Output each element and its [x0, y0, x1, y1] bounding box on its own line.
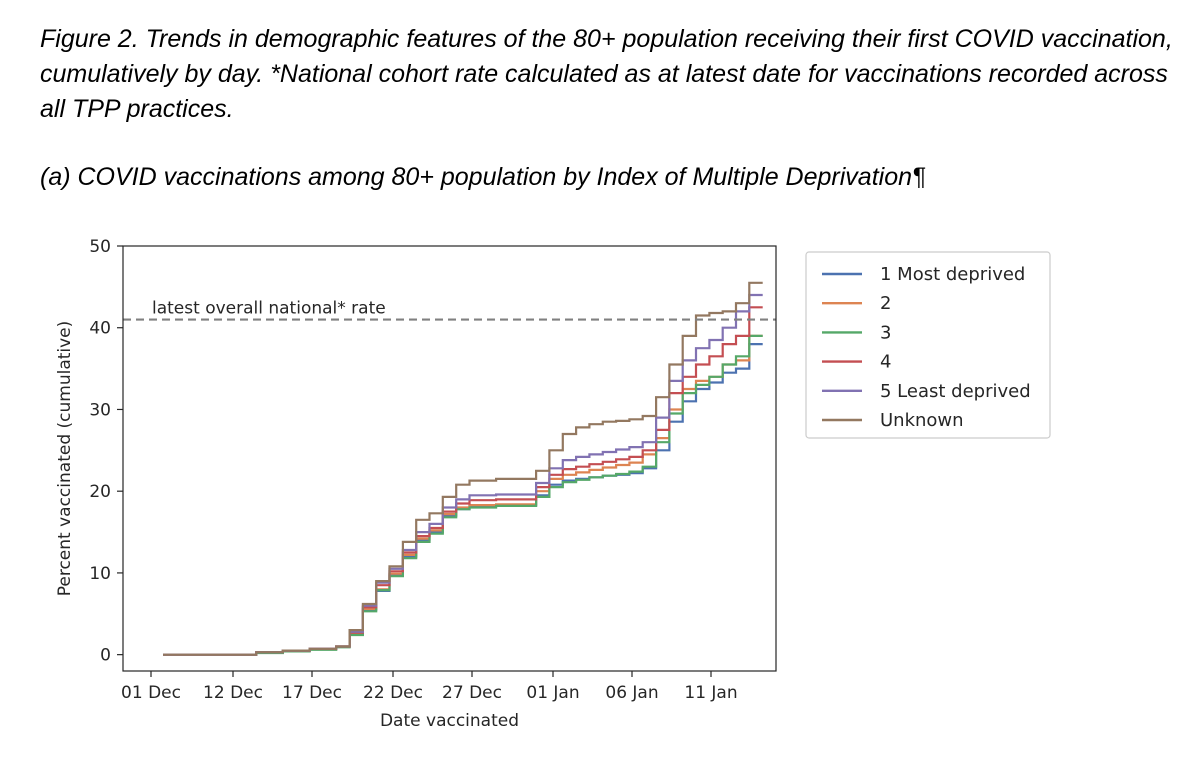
- series-line-2: [163, 334, 763, 656]
- x-axis-label: Date vaccinated: [380, 711, 519, 731]
- legend-label: 1 Most deprived: [880, 264, 1025, 285]
- legend-label: 3: [880, 322, 891, 343]
- reference-line-label: latest overall national* rate: [152, 299, 386, 319]
- legend-label: 4: [880, 352, 891, 373]
- series-line-5: [163, 293, 763, 656]
- legend-box: [805, 251, 1051, 439]
- y-tick-label: 10: [89, 564, 111, 584]
- y-tick-label: 0: [100, 646, 111, 666]
- y-tick-label: 20: [89, 482, 111, 502]
- x-tick-label: 27 Dec: [442, 683, 502, 703]
- x-tick-label: 12 Dec: [203, 683, 263, 703]
- y-axis-label: Percent vaccinated (cumulative): [55, 321, 75, 597]
- plot-series-group: [163, 281, 763, 656]
- x-tick-label: 01 Jan: [526, 683, 579, 703]
- y-axis: 0 10 20 30 40 50: [89, 237, 123, 666]
- x-tick-label: 17 Dec: [282, 683, 342, 703]
- figure-subcaption: (a) COVID vaccinations among 80+ populat…: [40, 163, 926, 191]
- series-line-4: [163, 306, 763, 656]
- figure-caption: Figure 2. Trends in demographic features…: [40, 25, 1173, 123]
- series-line-6: [163, 281, 763, 656]
- x-tick-label: 11 Jan: [684, 683, 737, 703]
- x-axis: 01 Dec 12 Dec 17 Dec 22 Dec 27 Dec 01 Jan 06 J…: [121, 671, 738, 703]
- axes-frame: [122, 245, 777, 672]
- legend-label: Unknown: [880, 410, 964, 431]
- legend-label: 2: [880, 293, 891, 314]
- legend: 1 Most deprived 2 3 4 5 Least deprived Unknow…: [805, 251, 1051, 439]
- x-tick-label: 06 Jan: [605, 683, 658, 703]
- y-tick-label: 50: [89, 237, 111, 257]
- y-tick-label: 30: [89, 400, 111, 420]
- legend-label: 5 Least deprived: [880, 381, 1031, 402]
- x-tick-label: 01 Dec: [121, 683, 181, 703]
- series-line-3: [163, 334, 763, 656]
- x-tick-label: 22 Dec: [363, 683, 423, 703]
- y-tick-label: 40: [89, 319, 111, 339]
